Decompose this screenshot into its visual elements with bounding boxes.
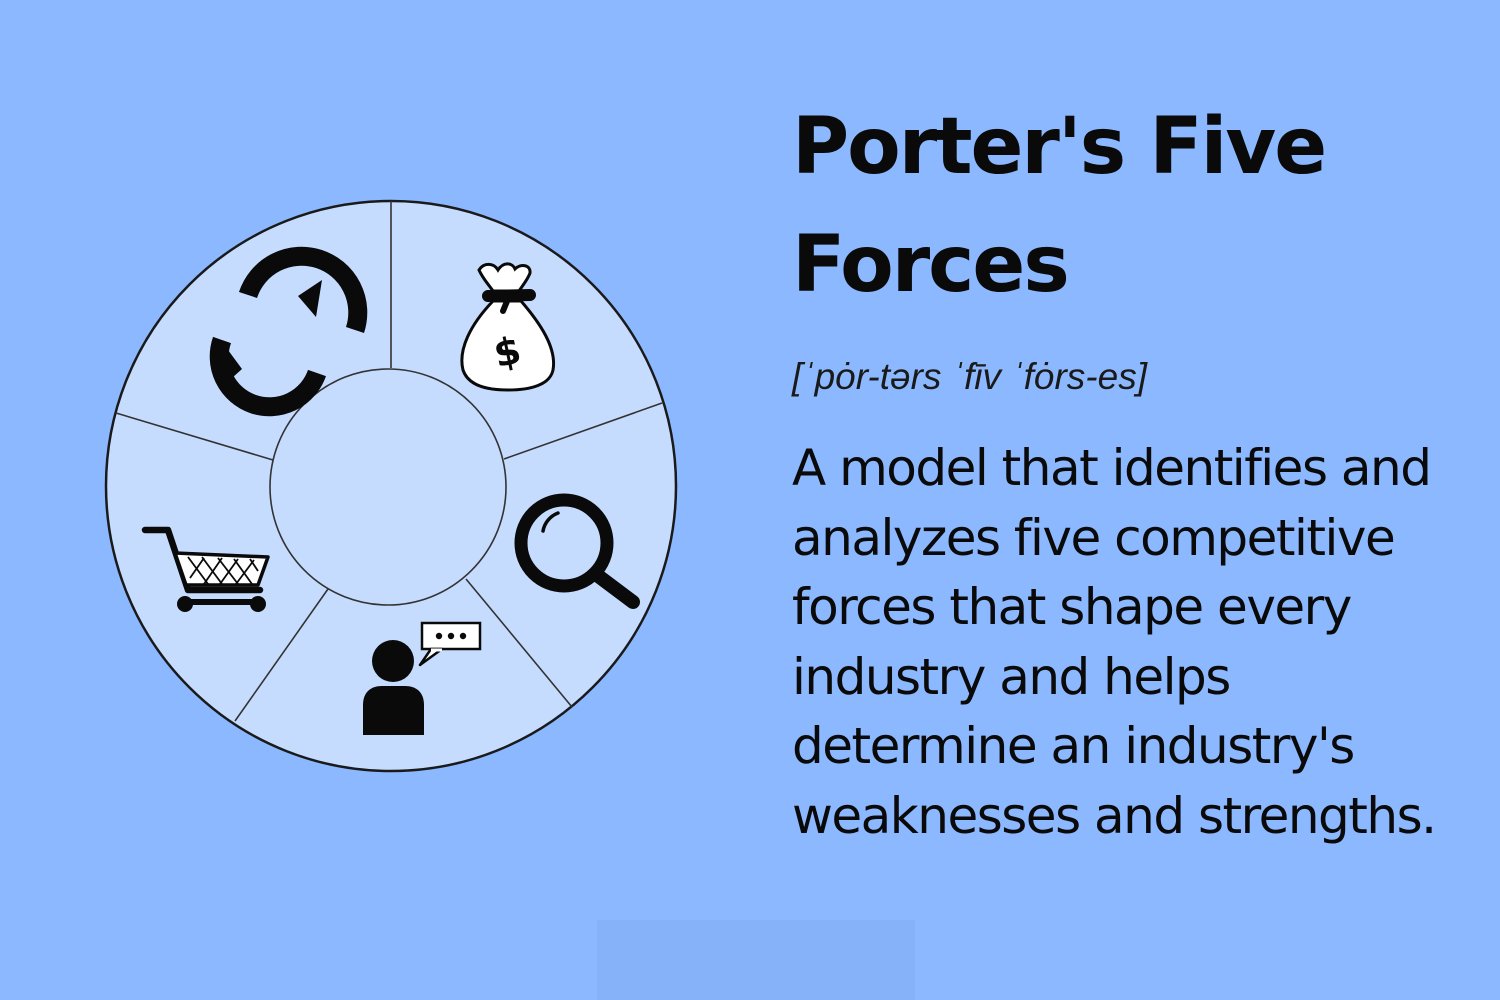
- five-forces-wheel: $: [100, 195, 685, 780]
- shopping-cart-icon: [141, 526, 270, 612]
- watermark-area: [597, 920, 915, 1000]
- segment-dividers: [115, 201, 663, 722]
- definition-text: A model that identifies and analyzes fiv…: [792, 439, 1437, 845]
- pronunciation: [ˈpȯr-tərs ˈfīv ˈfȯrs-es]: [792, 356, 1147, 397]
- wheel-hub: [269, 368, 507, 606]
- definition-panel: Porter's Five Forces [ˈpȯr-tərs ˈfīv ˈfȯ…: [792, 88, 1472, 851]
- money-bag-icon: $: [460, 262, 556, 392]
- refresh-icon: [209, 246, 368, 417]
- magnifier-icon: [514, 493, 640, 609]
- person-speech-icon: [363, 621, 482, 735]
- title: Porter's Five Forces: [792, 102, 1327, 310]
